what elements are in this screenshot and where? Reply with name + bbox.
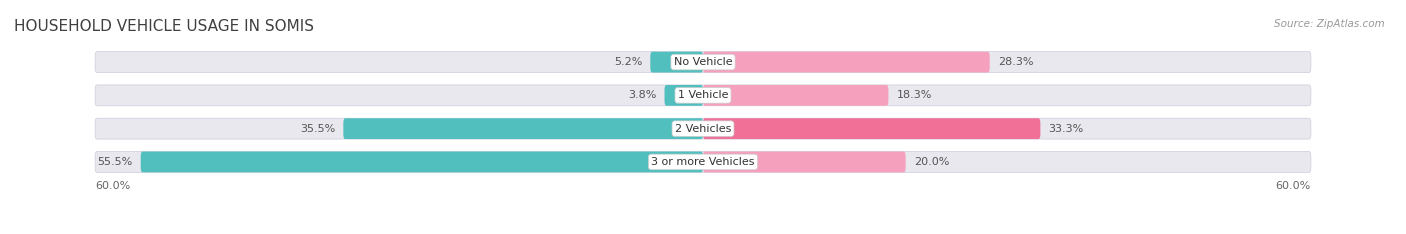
Text: 3.8%: 3.8% — [628, 90, 657, 100]
FancyBboxPatch shape — [703, 118, 1040, 139]
FancyBboxPatch shape — [96, 85, 1310, 106]
Text: 28.3%: 28.3% — [998, 57, 1033, 67]
Text: 35.5%: 35.5% — [299, 124, 335, 134]
Text: 18.3%: 18.3% — [897, 90, 932, 100]
Text: Source: ZipAtlas.com: Source: ZipAtlas.com — [1274, 19, 1385, 29]
Text: 5.2%: 5.2% — [614, 57, 643, 67]
FancyBboxPatch shape — [141, 151, 703, 172]
FancyBboxPatch shape — [703, 85, 889, 106]
FancyBboxPatch shape — [703, 52, 990, 73]
Text: 33.3%: 33.3% — [1049, 124, 1084, 134]
FancyBboxPatch shape — [96, 118, 1310, 139]
FancyBboxPatch shape — [703, 151, 905, 172]
Text: 60.0%: 60.0% — [96, 181, 131, 191]
Text: 60.0%: 60.0% — [1275, 181, 1310, 191]
Text: 20.0%: 20.0% — [914, 157, 949, 167]
Text: 3 or more Vehicles: 3 or more Vehicles — [651, 157, 755, 167]
FancyBboxPatch shape — [651, 52, 703, 73]
Text: HOUSEHOLD VEHICLE USAGE IN SOMIS: HOUSEHOLD VEHICLE USAGE IN SOMIS — [14, 19, 314, 34]
Text: 2 Vehicles: 2 Vehicles — [675, 124, 731, 134]
Text: 55.5%: 55.5% — [97, 157, 132, 167]
Text: No Vehicle: No Vehicle — [673, 57, 733, 67]
FancyBboxPatch shape — [665, 85, 703, 106]
Text: 1 Vehicle: 1 Vehicle — [678, 90, 728, 100]
FancyBboxPatch shape — [96, 52, 1310, 73]
FancyBboxPatch shape — [343, 118, 703, 139]
FancyBboxPatch shape — [96, 151, 1310, 172]
